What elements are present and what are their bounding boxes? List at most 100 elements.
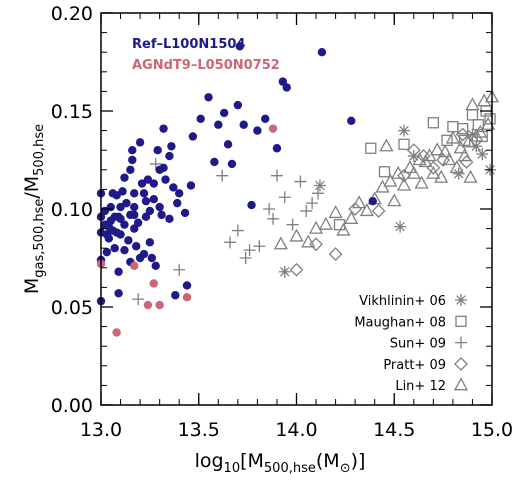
data-point: [359, 203, 374, 217]
data-point: [130, 261, 139, 271]
data-point: [447, 121, 459, 133]
data-point: [406, 143, 421, 158]
x-tick-label: 15.0: [471, 419, 513, 441]
data-point: [318, 216, 333, 230]
data-point: [312, 187, 325, 200]
data-point: [480, 116, 496, 130]
data-point: [188, 132, 198, 141]
data-point: [139, 249, 149, 259]
data-point: [116, 230, 125, 239]
y-axis-title: Mgas,500,hse/M500,hse: [21, 124, 47, 294]
data-point: [253, 240, 266, 253]
data-point: [131, 242, 141, 251]
data-point: [465, 97, 480, 111]
data-point: [122, 198, 131, 208]
obs-legend-label: Pratt+ 09: [383, 358, 446, 373]
data-point: [149, 157, 162, 170]
data-point: [466, 128, 479, 141]
obs-legend-label: Lin+ 12: [395, 379, 446, 394]
y-tick-label: 0.00: [51, 395, 93, 417]
data-point: [110, 244, 119, 253]
data-point: [120, 173, 129, 182]
data-point: [159, 124, 168, 133]
data-point: [235, 42, 245, 51]
data-point: [300, 204, 313, 217]
data-point: [427, 117, 440, 129]
data-point: [398, 138, 410, 150]
data-point: [182, 281, 192, 290]
sim-legend-label: Ref–L100N1504: [132, 37, 245, 52]
data-point: [132, 293, 145, 306]
data-point: [149, 279, 158, 288]
data-point: [452, 167, 465, 180]
data-point: [147, 253, 157, 263]
data-point: [344, 210, 359, 224]
data-point: [253, 126, 262, 135]
data-point: [347, 116, 356, 126]
data-point: [120, 220, 129, 229]
data-point: [294, 175, 307, 188]
data-point: [210, 157, 219, 167]
obs-legend-marker: [455, 315, 467, 327]
data-point: [145, 206, 155, 216]
data-point: [457, 148, 472, 162]
x-axis-title: log10[M500,hse(M⊙)]: [195, 450, 366, 476]
data-point: [126, 165, 135, 174]
data-point: [270, 169, 283, 182]
data-point: [379, 138, 394, 152]
data-point: [112, 328, 121, 337]
data-point: [165, 214, 174, 223]
data-point: [397, 168, 411, 183]
data-point: [301, 234, 316, 248]
x-tick-label: 13.5: [178, 419, 220, 441]
data-point: [463, 169, 478, 183]
data-point: [227, 159, 237, 169]
data-point: [441, 134, 453, 147]
axes: 13.0 13.5 14.0 14.5 15.0 0.00 0.05 0.10 0.15 0.20: [51, 3, 513, 441]
data-point: [457, 122, 469, 135]
obs-legend-marker: [455, 336, 467, 349]
data-point: [282, 83, 291, 92]
data-point: [161, 175, 170, 184]
data-point: [243, 244, 256, 257]
data-point: [145, 238, 155, 247]
series-triangle: [273, 89, 500, 250]
y-tick-label: 0.05: [51, 297, 93, 319]
data-point: [151, 261, 160, 271]
data-point: [398, 124, 411, 137]
data-point: [430, 142, 445, 156]
data-point: [130, 210, 139, 220]
data-point: [128, 155, 137, 165]
data-point: [365, 142, 377, 154]
data-point: [328, 247, 343, 261]
data-point: [169, 183, 178, 192]
data-point: [402, 159, 417, 173]
data-point: [128, 146, 137, 155]
data-point: [157, 210, 166, 220]
data-point: [289, 228, 304, 242]
data-point: [445, 130, 460, 144]
data-point: [317, 48, 327, 57]
data-point: [333, 219, 346, 231]
data-point: [261, 114, 270, 124]
data-point: [171, 291, 180, 300]
data-point: [114, 267, 123, 276]
data-point: [434, 169, 449, 183]
data-point: [378, 166, 391, 178]
data-point: [231, 224, 244, 237]
data-point: [223, 140, 233, 149]
data-point: [118, 187, 127, 196]
data-point: [219, 108, 229, 118]
data-point: [286, 218, 299, 231]
data-point: [473, 124, 488, 138]
data-point: [204, 93, 213, 102]
data-point: [466, 109, 479, 121]
data-point: [368, 196, 377, 206]
data-point: [455, 127, 470, 142]
y-tick-label: 0.15: [51, 101, 93, 123]
y-tick-label: 0.10: [51, 199, 93, 221]
data-point: [149, 195, 158, 204]
x-tick-label: 14.0: [275, 419, 317, 441]
data-point: [396, 177, 412, 191]
